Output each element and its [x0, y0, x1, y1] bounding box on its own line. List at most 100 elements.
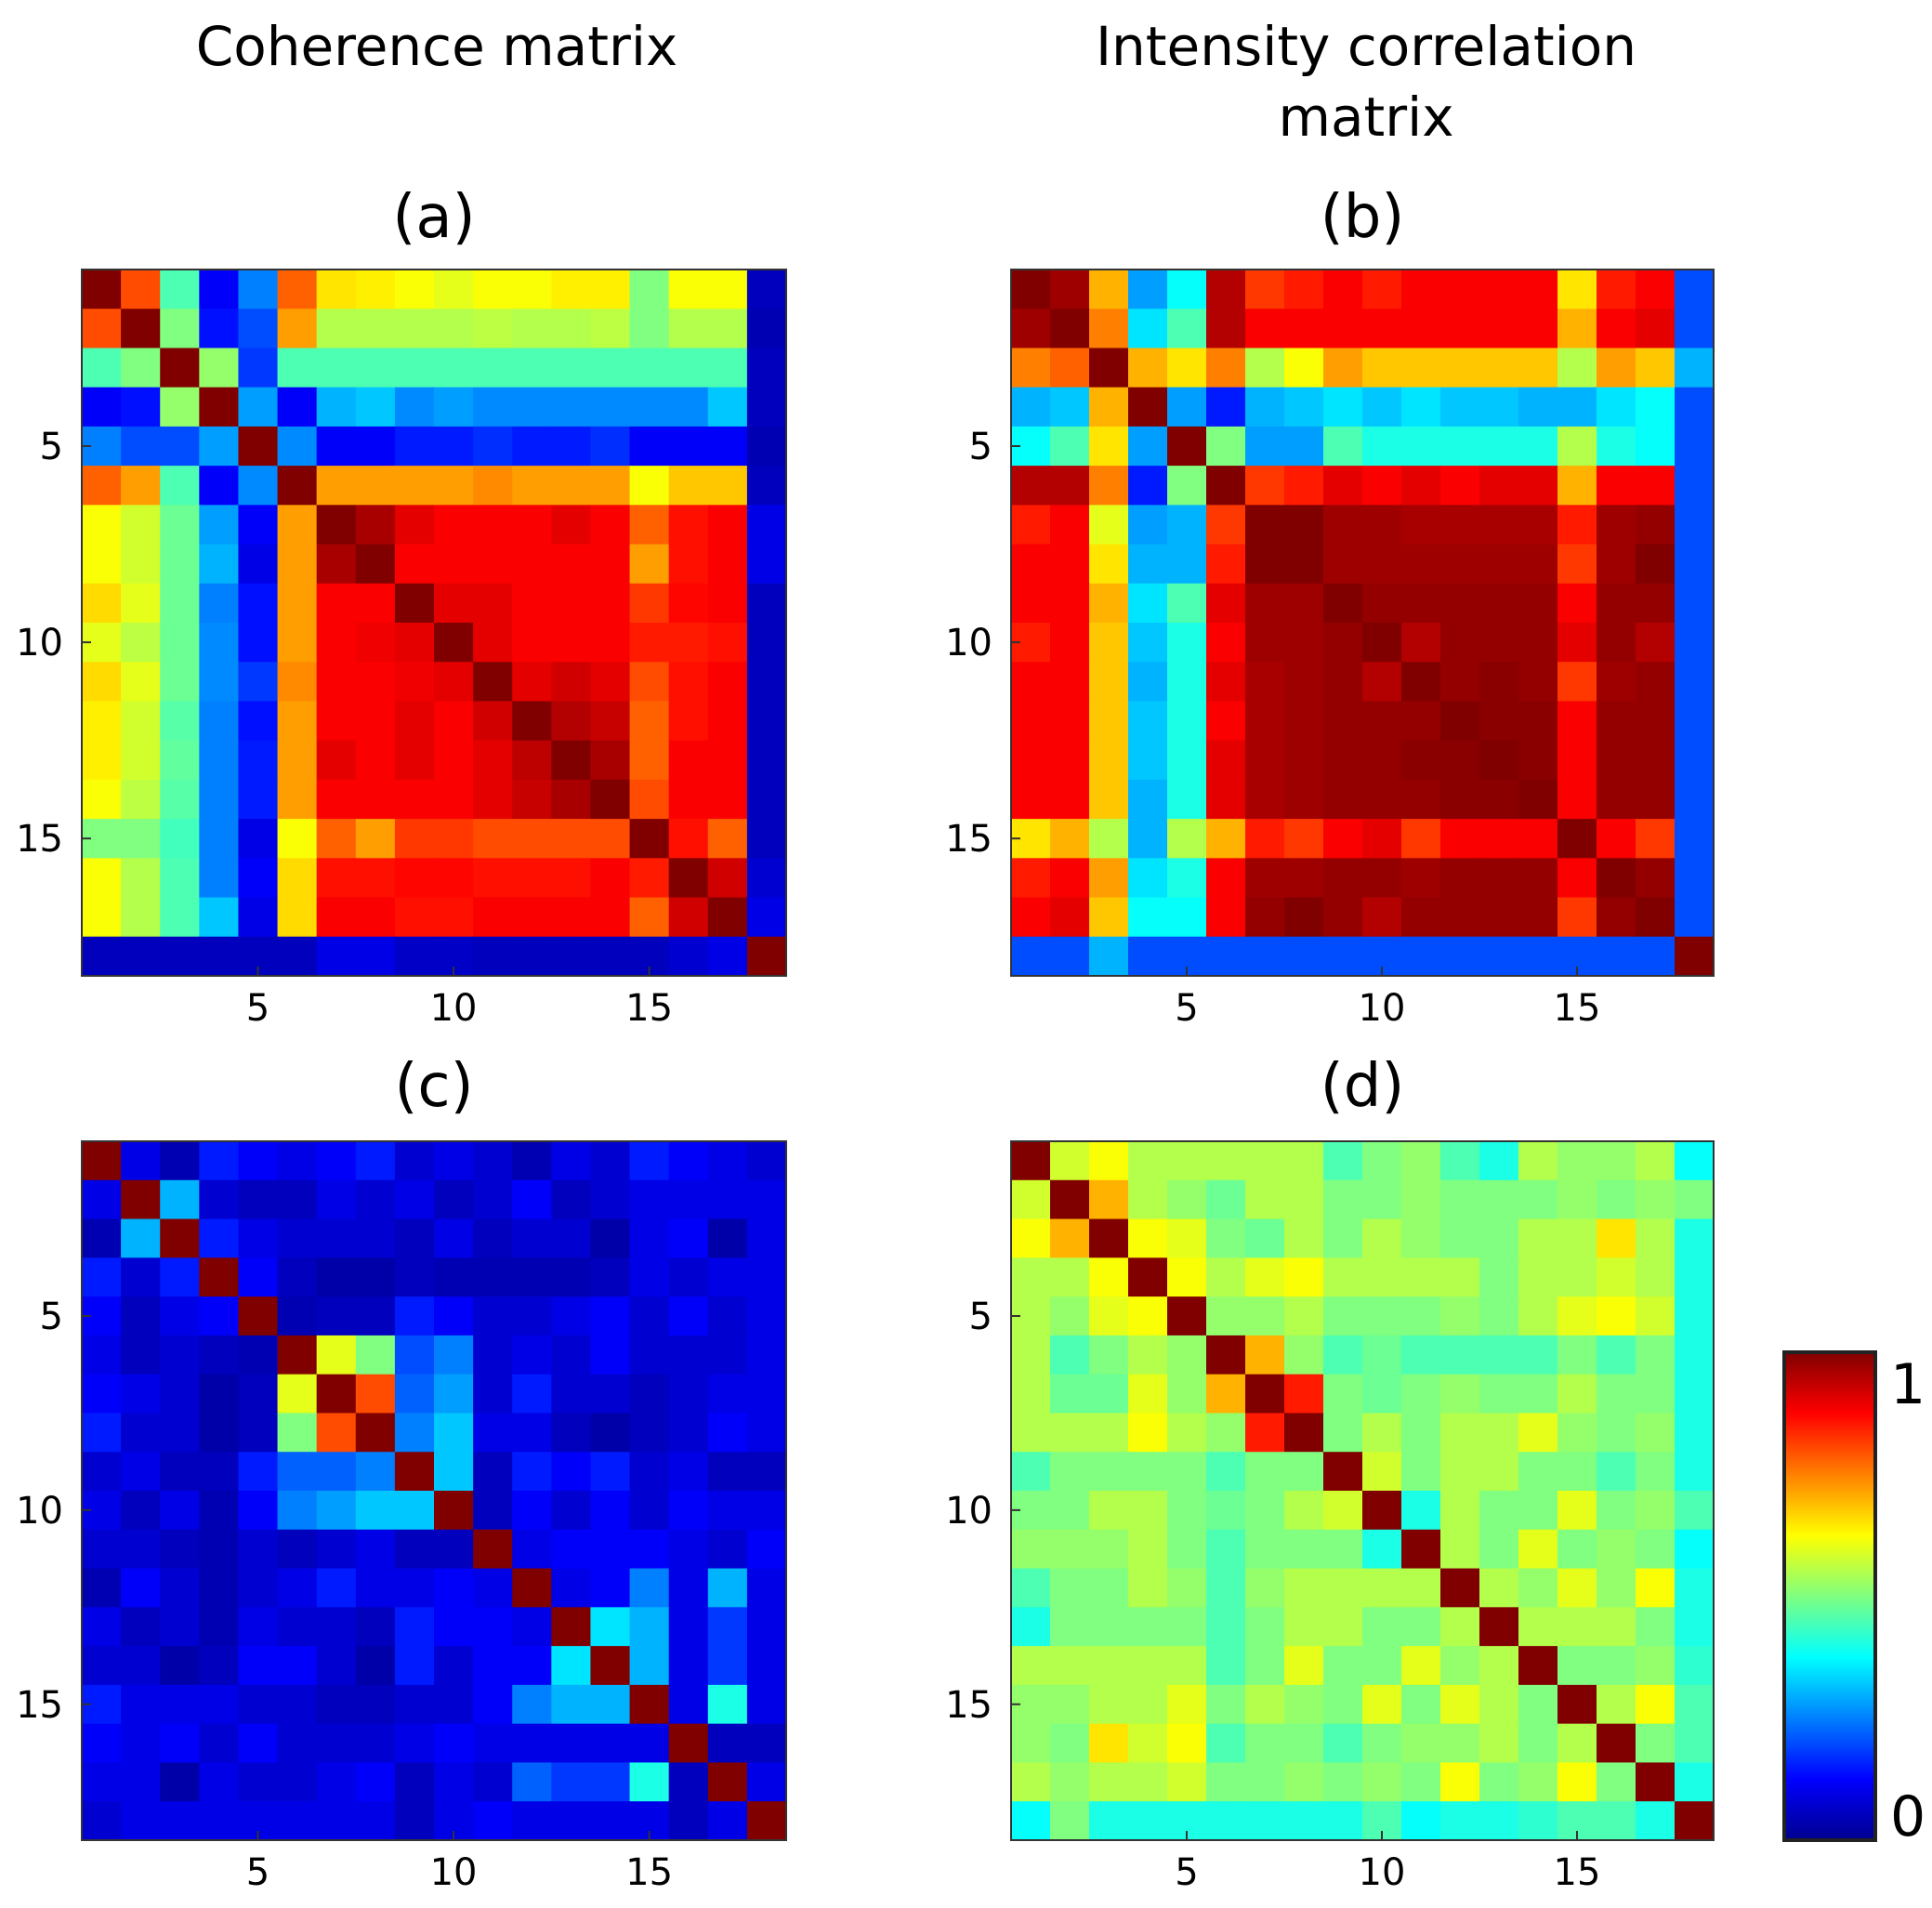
axes-frame [1010, 1140, 1715, 1841]
y-tick-label: 10 [945, 1490, 992, 1533]
heatmap-cell [1323, 348, 1363, 388]
heatmap-cell [82, 1218, 122, 1258]
heatmap-cell [355, 701, 396, 742]
heatmap-cell [1675, 1568, 1715, 1608]
heatmap-cell [512, 1257, 552, 1297]
heatmap-cell [355, 1179, 396, 1220]
heatmap-cell [277, 1179, 318, 1220]
heatmap-cell [1440, 740, 1480, 781]
heatmap-cell [1557, 1413, 1597, 1453]
heatmap-cell [1518, 1141, 1558, 1181]
heatmap-cell [121, 819, 161, 859]
heatmap-cell [1675, 1257, 1715, 1297]
heatmap-cell [1597, 1452, 1636, 1492]
heatmap-cell [746, 779, 787, 820]
heatmap-cell [238, 1257, 279, 1297]
heatmap-cell [1636, 505, 1676, 546]
heatmap-cell [316, 1335, 357, 1375]
heatmap-cell [551, 1491, 592, 1531]
heatmap-cell [590, 426, 631, 467]
heatmap-cell [238, 1296, 279, 1336]
heatmap-cell [316, 1374, 357, 1415]
heatmap-cell [1284, 1646, 1324, 1686]
heatmap-cell [1206, 387, 1246, 428]
heatmap-cell [1675, 544, 1715, 585]
heatmap-cell [1128, 1529, 1168, 1570]
heatmap-cell [1597, 1374, 1636, 1415]
heatmap-cell [707, 1335, 748, 1375]
heatmap-cell [668, 270, 709, 309]
heatmap-cell [1597, 819, 1636, 859]
heatmap-cell [1245, 740, 1285, 781]
heatmap-cell [1557, 309, 1597, 349]
heatmap-cell [1636, 1723, 1676, 1764]
heatmap-cell [1636, 1607, 1676, 1647]
heatmap-cell [1597, 1529, 1636, 1570]
heatmap-cell [277, 1413, 318, 1453]
heatmap-cell [1440, 1491, 1480, 1531]
heatmap-cell [1011, 897, 1051, 938]
heatmap-cell [1518, 1218, 1558, 1258]
heatmap-cell [746, 740, 787, 781]
heatmap-cell [277, 1646, 318, 1686]
heatmap-cell [277, 1374, 318, 1415]
heatmap-cell [1440, 1452, 1480, 1492]
heatmap-cell [629, 1374, 670, 1415]
heatmap-cell [1597, 466, 1636, 506]
heatmap-cell [1440, 662, 1480, 703]
heatmap-cell [1128, 309, 1168, 349]
heatmap-cell [355, 1141, 396, 1181]
heatmap-cell [1675, 426, 1715, 467]
heatmap-cell [1518, 309, 1558, 349]
heatmap-cell [316, 1218, 357, 1258]
heatmap-cell [1050, 270, 1090, 309]
heatmap-cell [707, 1452, 748, 1492]
y-tick-label: 10 [945, 622, 992, 665]
heatmap-cell [160, 1801, 200, 1841]
heatmap-cell [551, 1335, 592, 1375]
heatmap-cell [1167, 348, 1207, 388]
heatmap-cell [238, 348, 279, 388]
heatmap-cell [82, 936, 122, 977]
heatmap-cell [316, 1452, 357, 1492]
heatmap-cell [1518, 270, 1558, 309]
heatmap-cell [707, 544, 748, 585]
heatmap-cell [746, 1529, 787, 1570]
heatmap-cell [1011, 387, 1051, 428]
heatmap-cell [434, 1762, 474, 1802]
heatmap-cell [1206, 1529, 1246, 1570]
heatmap-cell [1518, 426, 1558, 467]
heatmap-cell [1089, 387, 1129, 428]
heatmap-cell [1401, 701, 1441, 742]
heatmap-cell [512, 1491, 552, 1531]
heatmap-cell [1597, 623, 1636, 663]
heatmap-cell [551, 936, 592, 977]
heatmap-cell [160, 544, 200, 585]
heatmap-cell [1167, 583, 1207, 624]
heatmap-cell [1675, 270, 1715, 309]
heatmap-cell [746, 1491, 787, 1531]
heatmap-cell [1050, 1646, 1090, 1686]
heatmap-cell [1479, 1684, 1519, 1725]
heatmap-cell [394, 1374, 435, 1415]
heatmap-cell [1323, 426, 1363, 467]
heatmap-cell [199, 1723, 240, 1764]
heatmap-cell [1050, 1491, 1090, 1531]
heatmap-cell [1362, 1141, 1402, 1181]
heatmap-cell [434, 779, 474, 820]
heatmap-cell [316, 740, 357, 781]
heatmap-cell [1050, 309, 1090, 349]
heatmap-cell [1167, 1141, 1207, 1181]
heatmap-cell [1167, 1723, 1207, 1764]
heatmap-cell [1089, 1296, 1129, 1336]
heatmap-cell [1323, 309, 1363, 349]
heatmap-cell [1479, 740, 1519, 781]
heatmap-cell [1479, 1491, 1519, 1531]
heatmap-cell [1675, 387, 1715, 428]
heatmap-cell [1440, 1141, 1480, 1181]
heatmap-cell [1128, 1218, 1168, 1258]
heatmap-cell [316, 348, 357, 388]
heatmap-cell [551, 544, 592, 585]
heatmap-cell [1401, 466, 1441, 506]
